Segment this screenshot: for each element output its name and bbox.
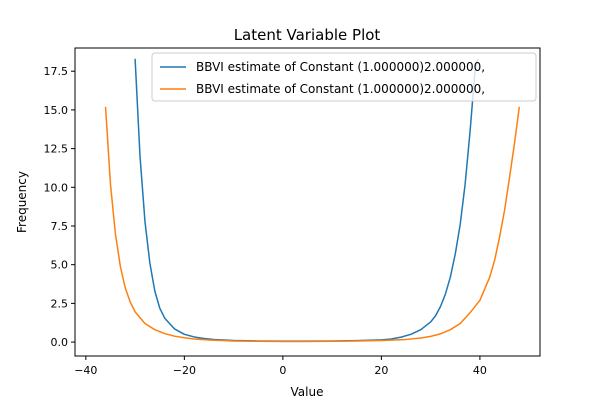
y-axis: 0.0 2.5 5.0 7.5 10.0 12.5 15.0 17.5	[44, 65, 75, 349]
y-tick-label: 0.0	[51, 336, 69, 349]
x-axis-label: Value	[291, 385, 324, 399]
x-tick-label: 20	[374, 364, 388, 377]
plot-frame	[74, 47, 541, 357]
x-tick-label: −40	[74, 364, 97, 377]
series-line-2	[104, 106, 521, 343]
legend-label-1: BBVI estimate of Constant (1.000000)2.00…	[196, 60, 485, 74]
y-tick-label: 10.0	[44, 181, 69, 194]
y-tick-label: 5.0	[51, 259, 69, 272]
x-tick-label: −20	[173, 364, 196, 377]
y-tick-label: 2.5	[51, 297, 69, 310]
y-tick-label: 15.0	[44, 104, 69, 117]
y-axis-label: Frequency	[15, 171, 29, 233]
series-layer	[104, 58, 521, 343]
x-tick-label: 40	[473, 364, 487, 377]
legend: BBVI estimate of Constant (1.000000)2.00…	[151, 52, 537, 102]
chart-title: Latent Variable Plot	[234, 26, 381, 44]
x-axis: −40 −20 0 20 40	[74, 356, 487, 377]
x-tick-label: 0	[279, 364, 286, 377]
y-tick-label: 12.5	[44, 143, 69, 156]
y-tick-label: 17.5	[44, 65, 69, 78]
legend-label-2: BBVI estimate of Constant (1.000000)2.00…	[196, 82, 485, 96]
y-tick-label: 7.5	[51, 220, 69, 233]
legend-box	[151, 52, 537, 102]
